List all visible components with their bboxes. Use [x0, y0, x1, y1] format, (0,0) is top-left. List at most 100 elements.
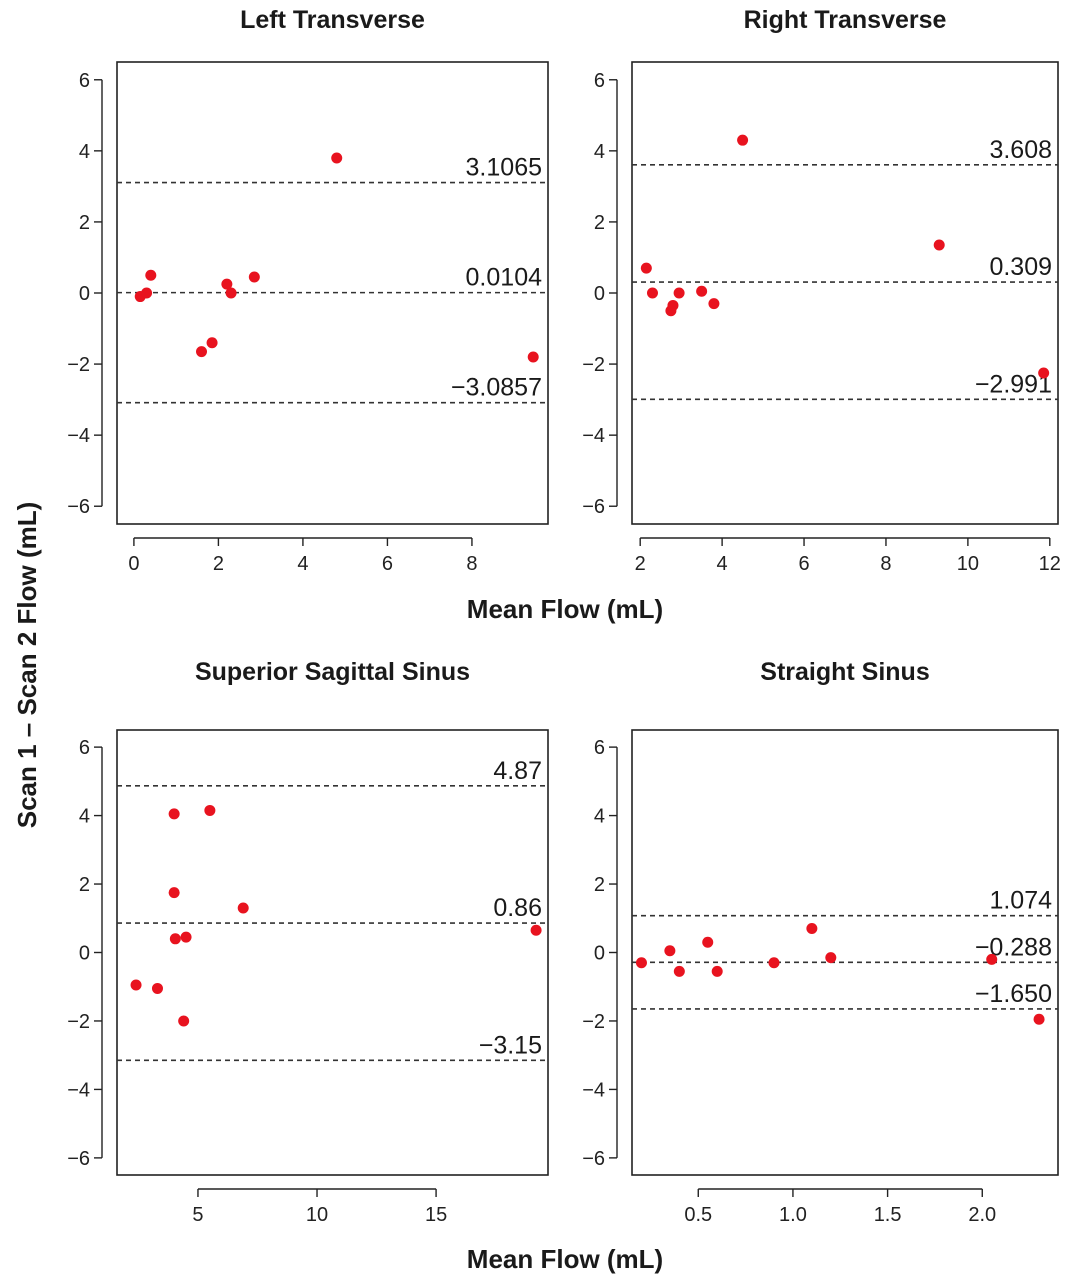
data-point [646, 287, 658, 299]
y-tick-label: 6 [594, 737, 605, 759]
y-tick-label: 2 [594, 212, 605, 234]
panel-4: Straight Sinus −6 −4 −2 0 2 4 6 0.5 1.0 1.5 2.0 1.07… [467, 658, 1059, 1274]
y-tick-label: −6 [582, 496, 605, 518]
x-tick-label: 15 [425, 1204, 447, 1226]
panel-title: Superior Sagittal Sinus [195, 658, 470, 686]
x-tick-label: 4 [717, 553, 728, 575]
data-point [825, 952, 837, 964]
reference-line-label: 3.608 [989, 136, 1052, 164]
data-point [1033, 1013, 1045, 1025]
y-tick-label: 4 [79, 141, 90, 163]
data-point [204, 804, 216, 816]
y-tick-label: 6 [594, 70, 605, 92]
y-tick-label: −2 [582, 354, 605, 376]
x-axis-label: Mean Flow (mL) [467, 594, 663, 624]
y-tick-label: 6 [79, 70, 90, 92]
data-point [178, 1015, 190, 1027]
data-point [248, 271, 260, 283]
data-point [708, 298, 720, 310]
x-tick-label: 0 [128, 553, 139, 575]
data-point [331, 152, 343, 164]
x-tick-label: 2 [213, 553, 224, 575]
reference-line-label: 4.87 [493, 757, 542, 785]
reference-line-label: −3.15 [479, 1031, 542, 1059]
data-point [225, 287, 237, 299]
y-tick-label: 2 [79, 212, 90, 234]
data-point [145, 269, 157, 281]
panel-title: Straight Sinus [760, 658, 929, 686]
x-tick-label: 10 [306, 1204, 328, 1226]
data-point [696, 285, 708, 297]
reference-line-label: −1.650 [975, 980, 1052, 1008]
data-point [711, 965, 723, 977]
data-point [664, 945, 676, 957]
x-tick-label: 6 [798, 553, 809, 575]
x-tick-label: 8 [466, 553, 477, 575]
data-point [151, 982, 163, 994]
y-tick-label: 0 [594, 283, 605, 305]
reference-line-label: 0.309 [989, 253, 1052, 281]
x-axis-label: Mean Flow (mL) [467, 1244, 663, 1274]
x-tick-label: 2.0 [968, 1204, 996, 1226]
data-point [933, 239, 945, 251]
y-tick-label: 0 [594, 943, 605, 965]
y-tick-label: 4 [594, 806, 605, 828]
data-point [702, 936, 714, 948]
y-tick-label: −6 [67, 1148, 90, 1170]
panel-1: Left Transverse −6 −4 −2 0 2 4 6 0 2 4 6 8 3.1065 0.01… [67, 6, 549, 575]
plot-frame [631, 729, 1059, 1176]
data-point [768, 957, 780, 969]
y-tick-label: −4 [67, 425, 90, 447]
y-tick-label: −6 [67, 496, 90, 518]
reference-line-label: 0.86 [493, 894, 542, 922]
x-tick-label: 5 [192, 1204, 203, 1226]
reference-line-label: −3.0857 [451, 374, 542, 402]
x-tick-label: 6 [382, 553, 393, 575]
data-point [737, 134, 749, 146]
plot-frame [631, 61, 1059, 525]
panel-title: Right Transverse [744, 6, 947, 34]
data-point [530, 924, 542, 936]
data-point [237, 902, 249, 914]
y-tick-label: 0 [79, 283, 90, 305]
reference-line-label: 1.074 [989, 887, 1052, 915]
y-tick-label: −2 [67, 1011, 90, 1033]
y-tick-label: 2 [79, 874, 90, 896]
panel-title: Left Transverse [240, 6, 425, 34]
y-axis-label: Scan 1 – Scan 2 Flow (mL) [12, 502, 42, 829]
y-tick-label: 6 [79, 737, 90, 759]
y-tick-label: −2 [582, 1011, 605, 1033]
data-point [168, 887, 180, 899]
x-tick-label: 1.0 [779, 1204, 807, 1226]
x-tick-label: 8 [880, 553, 891, 575]
data-point [196, 346, 208, 358]
reference-line-label: 0.0104 [466, 264, 543, 292]
reference-line-label: 3.1065 [466, 154, 542, 182]
data-point [130, 979, 142, 991]
data-point [141, 287, 153, 299]
plot-frame [116, 729, 549, 1176]
y-tick-label: −4 [67, 1079, 90, 1101]
data-point [527, 351, 539, 363]
y-tick-label: −4 [582, 425, 605, 447]
data-point [806, 923, 818, 935]
data-point [667, 299, 679, 311]
x-tick-label: 12 [1039, 553, 1061, 575]
x-tick-label: 4 [297, 553, 308, 575]
x-tick-label: 0.5 [684, 1204, 712, 1226]
reference-line-label: −0.288 [975, 933, 1052, 961]
y-tick-label: −2 [67, 354, 90, 376]
y-tick-label: 4 [594, 141, 605, 163]
data-point [673, 287, 685, 299]
data-point [169, 933, 181, 945]
data-point [221, 278, 233, 290]
y-tick-label: 0 [79, 943, 90, 965]
x-tick-label: 2 [635, 553, 646, 575]
panel-2: Right Transverse −6 −4 −2 0 2 4 6 2 4 6 8 10 12 3.608 0… [467, 6, 1061, 624]
data-point [986, 953, 998, 965]
y-tick-label: 4 [79, 806, 90, 828]
data-point [640, 262, 652, 274]
data-point [635, 957, 647, 969]
x-tick-label: 10 [957, 553, 979, 575]
